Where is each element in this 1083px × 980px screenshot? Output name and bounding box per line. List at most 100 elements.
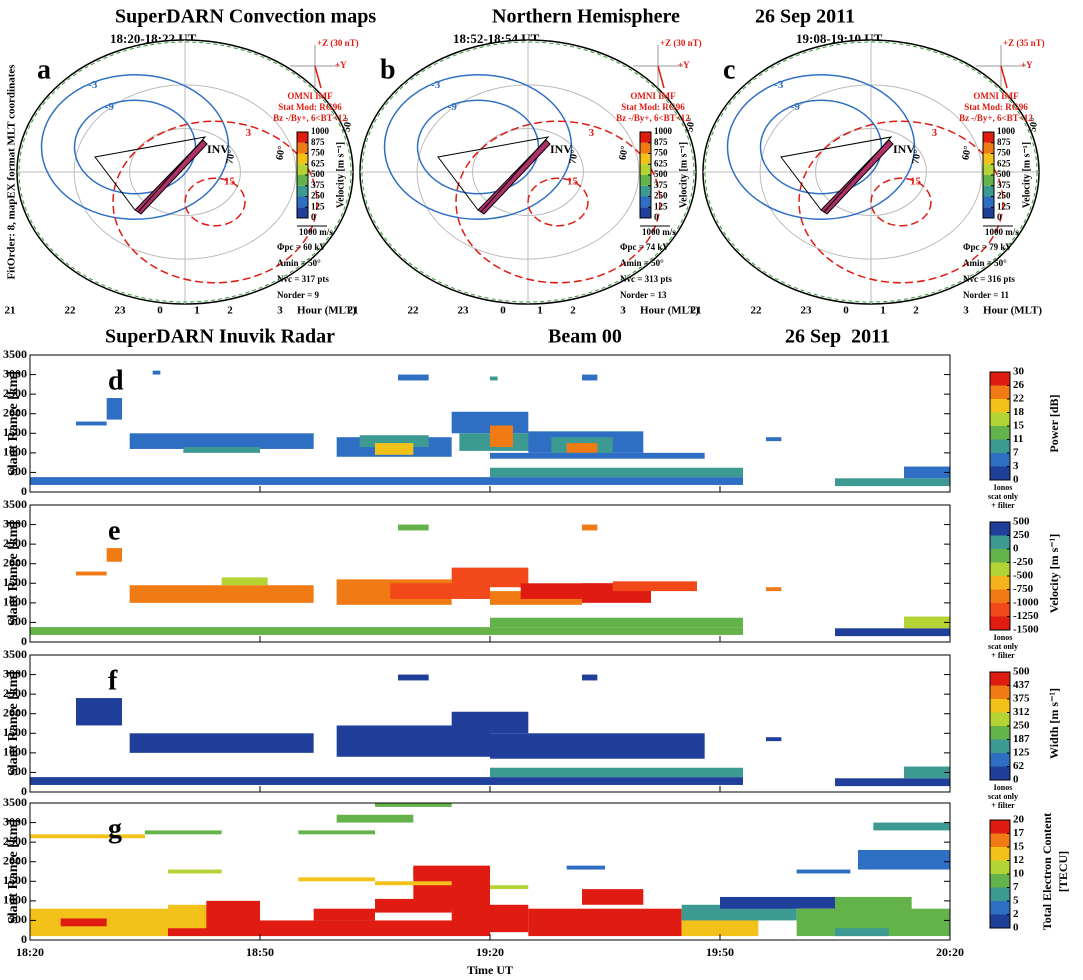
range-cell <box>298 877 375 882</box>
mlt-label: 2 <box>570 305 576 317</box>
imf-y: +Y <box>335 60 347 70</box>
contour <box>184 177 246 227</box>
colorbar-tick-label: 125 <box>1013 747 1030 759</box>
colorbar-band <box>990 589 1010 603</box>
model-bin: Bz -/By+, 6<BT<12 <box>616 113 690 123</box>
colorbar-band <box>640 207 651 218</box>
colorbar-tick-label: 375 <box>997 180 1011 190</box>
colorbar-band <box>983 185 994 197</box>
y-tick-label: 3500 <box>3 497 27 511</box>
colorbar-band <box>990 549 1010 563</box>
range-cell <box>582 374 598 381</box>
mlt-label: 3 <box>277 305 283 317</box>
colorbar-band <box>990 860 1010 874</box>
y-tick-label: 500 <box>9 912 27 926</box>
station-label: INV <box>550 142 572 156</box>
mlt-label: 0 <box>157 305 163 317</box>
range-cell <box>30 627 743 635</box>
map-letter: b <box>380 54 396 85</box>
y-tick-label: 1500 <box>3 425 27 439</box>
mlt-label: 22 <box>751 305 763 317</box>
colorbar-tick-label: 1000 <box>997 126 1016 136</box>
range-cell <box>490 767 743 778</box>
range-cell <box>528 908 682 937</box>
range-cell <box>221 577 268 586</box>
figure-subtitle: Northern Hemisphere <box>492 6 680 28</box>
imf-source: OMNI IMF <box>973 91 1019 101</box>
colorbar-tick-label: 2 <box>1013 908 1019 920</box>
vector-scale-label: 1000 m/s <box>985 227 1019 237</box>
model: Stat Mod: RG96 <box>964 102 1028 112</box>
boundary <box>704 41 1038 303</box>
colorbar-band <box>990 874 1010 888</box>
x-tick-label: 19:20 <box>476 945 504 959</box>
range-cell <box>183 446 260 453</box>
colorbar-tick-label: 18 <box>1013 406 1025 418</box>
range-cell <box>76 571 107 576</box>
lat-label: 60° <box>274 145 287 161</box>
fov-lines <box>94 136 207 213</box>
colorbar-band <box>990 453 1010 467</box>
colorbar-tick-label: 0 <box>1013 543 1019 555</box>
mlt-label: 3 <box>963 305 969 317</box>
colorbar-band <box>297 132 308 143</box>
mlt-label: 2 <box>227 305 233 317</box>
colorbar-band <box>990 914 1010 928</box>
colorbar-band <box>983 153 994 165</box>
colorbar-tick-label: -750 <box>1013 583 1034 595</box>
contour-label: 3 <box>246 127 252 139</box>
colorbar-tick-label: 500 <box>997 169 1011 179</box>
range-cell <box>835 778 950 787</box>
boundary <box>18 41 352 303</box>
x-tick-label: 19:50 <box>706 945 734 959</box>
colorbar-tick-label: 0 <box>311 212 316 222</box>
fov-lines <box>780 136 893 213</box>
colorbar-tick-label: 250 <box>311 191 325 201</box>
y-tick-label: 2500 <box>3 834 27 848</box>
filter-note: Ionos <box>994 633 1013 642</box>
colorbar-band <box>640 153 651 165</box>
mlt-label: 23 <box>115 305 127 317</box>
vector-scale-label: 1000 m/s <box>299 227 333 237</box>
colorbar-tick-label: 10 <box>1013 868 1025 880</box>
colorbar-label: Velocity [m s⁻¹] <box>335 142 346 208</box>
y-tick-label: 2000 <box>3 705 27 719</box>
mlt-label: 23 <box>801 305 813 317</box>
lat-label: 60° <box>960 145 973 161</box>
model-bin: Bz -/By+, 6<BT<12 <box>273 113 347 123</box>
filter-note: scat only <box>988 642 1018 651</box>
x-tick-label: 20:20 <box>936 945 964 959</box>
colorbar-band <box>983 164 994 175</box>
map-stat: Nvc = 316 pts <box>963 274 1015 284</box>
contour <box>40 74 230 220</box>
map-stat: Φpc = 79 kV <box>963 242 1012 252</box>
colorbar-tick-label: -250 <box>1013 556 1034 568</box>
colorbar-tick-label: 26 <box>1013 379 1025 391</box>
colorbar-tick-label: 250 <box>654 191 668 201</box>
colorbar-tick-label: 1000 <box>311 126 330 136</box>
range-cell <box>359 435 429 447</box>
y-tick-label: 500 <box>9 614 27 628</box>
colorbar-band <box>990 672 1010 686</box>
range-cell <box>168 928 260 937</box>
range-cell <box>375 881 452 886</box>
side-note: FitOrder: 8, mapEX format MLT coordinate… <box>6 64 18 280</box>
range-cell <box>904 466 950 479</box>
colorbar-tick-label: 875 <box>997 137 1011 147</box>
model: Stat Mod: RG96 <box>278 102 342 112</box>
colorbar-label: Width [m s⁻¹] <box>1047 688 1061 759</box>
colorbar-tick-label: 500 <box>654 169 668 179</box>
range-cell <box>129 585 314 603</box>
range-cell <box>129 433 314 449</box>
range-cell <box>566 865 605 870</box>
map-stat: Φpc = 60 kV <box>277 242 326 252</box>
range-cell <box>490 467 743 478</box>
filter-note: Ionos <box>994 483 1013 492</box>
mlt-label: 22 <box>65 305 77 317</box>
colorbar-tick-label: 187 <box>1013 733 1030 745</box>
station-label: INV <box>207 142 229 156</box>
colorbar-tick-label: 750 <box>997 148 1011 158</box>
colorbar-tick-label: 875 <box>311 137 325 147</box>
lat-label: 50° <box>341 117 354 133</box>
